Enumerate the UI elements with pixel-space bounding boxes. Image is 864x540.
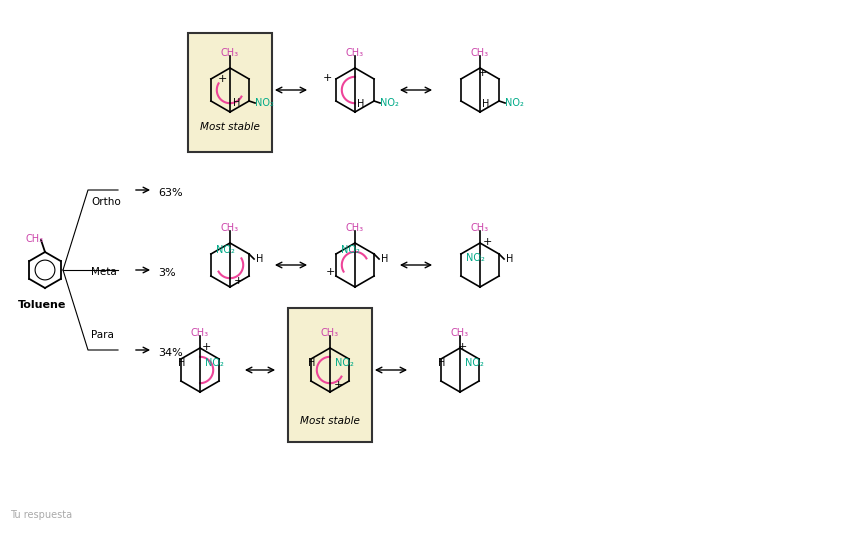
Text: +: + xyxy=(477,68,486,78)
Text: 63%: 63% xyxy=(158,188,182,198)
Text: H: H xyxy=(308,358,315,368)
Text: NO₂: NO₂ xyxy=(380,98,399,108)
Text: +: + xyxy=(202,342,212,352)
Text: H: H xyxy=(357,99,365,109)
Text: CH₃: CH₃ xyxy=(321,328,339,338)
Text: CH₃: CH₃ xyxy=(346,223,364,233)
Text: Toluene: Toluene xyxy=(18,300,67,310)
Text: NO₂: NO₂ xyxy=(340,245,359,255)
Text: NO₂: NO₂ xyxy=(465,358,484,368)
Text: +: + xyxy=(322,73,332,83)
Text: CH₃: CH₃ xyxy=(221,48,239,58)
Text: +: + xyxy=(334,380,343,390)
Text: CH₃: CH₃ xyxy=(346,48,364,58)
Text: H: H xyxy=(233,98,240,108)
Text: Tu respuesta: Tu respuesta xyxy=(10,510,72,520)
Text: NO₂: NO₂ xyxy=(255,98,274,108)
Text: +: + xyxy=(234,276,244,286)
Text: CH₃: CH₃ xyxy=(451,328,469,338)
Text: CH₃: CH₃ xyxy=(471,48,489,58)
Text: NO₂: NO₂ xyxy=(215,245,234,255)
Text: Most stable: Most stable xyxy=(200,122,260,132)
Text: +: + xyxy=(458,342,467,352)
Text: H: H xyxy=(482,99,489,109)
Text: NO₂: NO₂ xyxy=(466,253,485,263)
Text: H: H xyxy=(381,254,389,264)
Text: 34%: 34% xyxy=(158,348,183,358)
Text: NO₂: NO₂ xyxy=(505,98,524,108)
Text: H: H xyxy=(438,358,446,368)
Text: NO₂: NO₂ xyxy=(205,358,224,368)
Text: H: H xyxy=(256,254,264,264)
Text: 3%: 3% xyxy=(158,268,175,278)
Text: CH₃: CH₃ xyxy=(221,223,239,233)
Text: Meta: Meta xyxy=(91,267,117,277)
Text: +: + xyxy=(483,237,492,247)
Text: +: + xyxy=(218,74,226,84)
Text: CH₃: CH₃ xyxy=(26,234,44,244)
Text: Most stable: Most stable xyxy=(300,416,360,426)
Text: NO₂: NO₂ xyxy=(335,358,354,368)
Text: +: + xyxy=(326,267,335,277)
Text: Ortho: Ortho xyxy=(91,197,121,207)
Text: CH₃: CH₃ xyxy=(191,328,209,338)
Text: CH₃: CH₃ xyxy=(471,223,489,233)
FancyBboxPatch shape xyxy=(188,33,272,152)
Text: H: H xyxy=(178,358,186,368)
Text: Para: Para xyxy=(91,330,114,340)
FancyBboxPatch shape xyxy=(288,308,372,442)
Text: H: H xyxy=(506,254,513,264)
